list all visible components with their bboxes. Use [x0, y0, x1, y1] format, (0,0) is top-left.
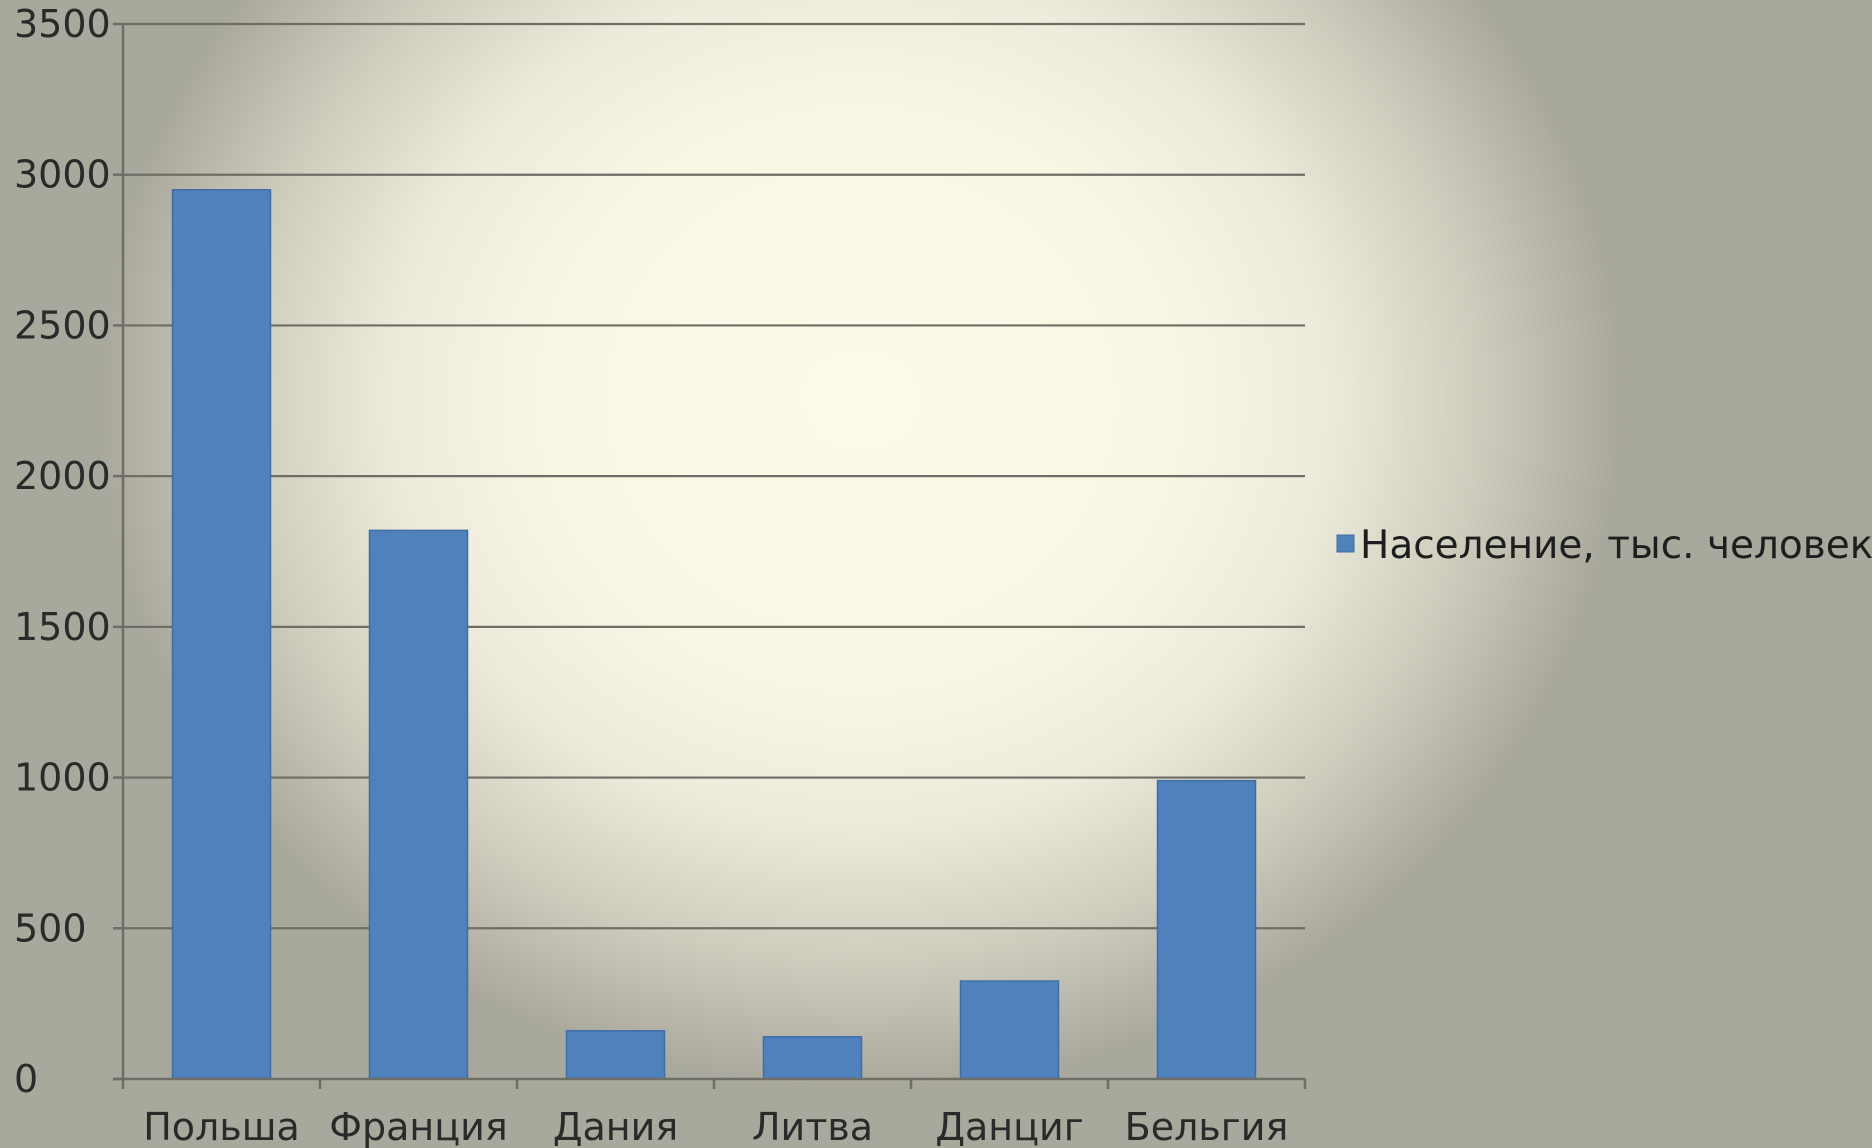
gridlines	[123, 22, 1305, 930]
bar	[1156, 779, 1257, 1080]
y-tick-label: 2000	[14, 454, 111, 498]
bars	[171, 189, 1257, 1080]
x-tick-label: Польша	[143, 1105, 300, 1148]
x-tick-labels: Польша Франция Дания Литва Данциг Бельгия	[143, 1105, 1288, 1148]
axes	[113, 22, 1307, 1089]
y-tick-label: 0	[14, 1057, 38, 1101]
y-tick-labels: 0 500 1000 1500 2000 2500 3000 3500	[14, 2, 111, 1101]
legend: Население, тыс. человек	[1336, 523, 1872, 568]
y-tick-label: 500	[14, 906, 87, 950]
x-tick-label: Бельгия	[1125, 1105, 1289, 1148]
x-tick-label: Данциг	[935, 1105, 1083, 1148]
legend-label: Население, тыс. человек	[1360, 523, 1872, 568]
x-tick-label: Литва	[752, 1105, 873, 1148]
legend-swatch	[1336, 534, 1355, 553]
bar	[171, 189, 272, 1080]
x-tick-label: Дания	[553, 1105, 678, 1148]
y-tick-label: 2500	[14, 303, 111, 347]
bar	[368, 529, 469, 1080]
y-tick-label: 1000	[14, 756, 111, 800]
bar	[565, 1030, 666, 1080]
x-tick-label: Франция	[329, 1105, 507, 1148]
y-tick-label: 1500	[14, 605, 111, 649]
y-tick-label: 3500	[14, 2, 111, 46]
bar	[959, 980, 1060, 1080]
y-tick-label: 3000	[14, 153, 111, 197]
bar	[762, 1036, 863, 1080]
